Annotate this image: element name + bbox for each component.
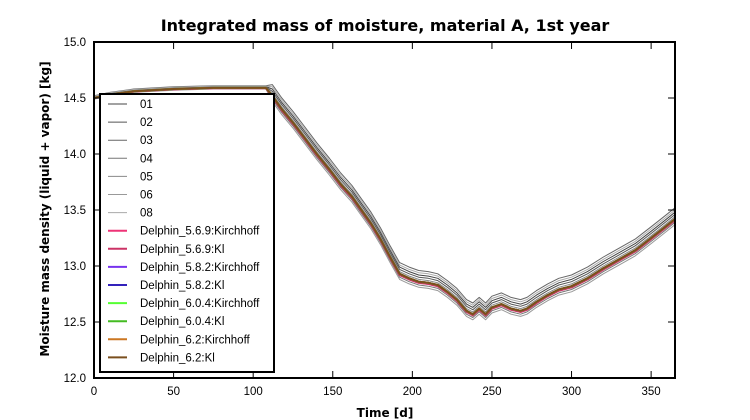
y-axis-label: Moisture mass density (liquid + vapor) […: [38, 61, 52, 356]
series-line-06: [94, 88, 675, 321]
legend-label: Delphin_5.6.9:Kl: [140, 244, 224, 256]
legend-label: 02: [140, 117, 153, 129]
legend-label: Delphin_6.0.4:Kl: [140, 316, 224, 328]
y-tick-label: 14.5: [64, 93, 86, 105]
y-tick-label: 14.0: [64, 149, 86, 161]
legend-label: 06: [140, 190, 153, 202]
series-line-04: [94, 88, 675, 318]
x-tick-label: 250: [482, 386, 501, 398]
legend-item: 04: [108, 153, 153, 165]
series-line-02: [94, 86, 675, 311]
legend-label: 04: [140, 153, 153, 165]
legend-item: Delphin_6.2:Kirchhoff: [108, 334, 251, 346]
series-line-03: [94, 84, 675, 304]
legend-item: 03: [108, 135, 153, 147]
y-tick-label: 13.5: [64, 205, 86, 217]
legend-item: 08: [108, 208, 153, 220]
y-tick-label: 15.0: [64, 37, 86, 49]
series-line-delphin-6-2-kl: [94, 86, 675, 316]
legend-label: 05: [140, 171, 153, 183]
series-line-01: [94, 86, 675, 308]
legend-label: Delphin_6.2:Kl: [140, 352, 215, 364]
legend-item: 05: [108, 171, 153, 183]
x-tick-label: 300: [562, 386, 581, 398]
ticks-layer: 0 50 100 150 200 250 300 35012.012.513.013.514.…: [64, 37, 675, 398]
legend-item: Delphin_5.6.9:Kirchhoff: [108, 226, 260, 238]
legend-item: Delphin_6.0.4:Kl: [108, 316, 224, 328]
legend-box: [99, 93, 275, 373]
legend-label: Delphin_5.6.9:Kirchhoff: [140, 226, 260, 238]
x-tick-label: 350: [642, 386, 661, 398]
legend-label: Delphin_6.2:Kirchhoff: [140, 334, 251, 346]
legend: 01 02 03 04 05 06 08 Delphin_5.6.9:Kirchhoff Del…: [99, 93, 275, 373]
legend-item: Delphin_6.0.4:Kirchhoff: [108, 298, 260, 310]
legend-item: 06: [108, 190, 153, 202]
x-tick-label: 50: [167, 386, 180, 398]
y-tick-label: 12.0: [64, 373, 86, 385]
x-tick-label: 150: [323, 386, 342, 398]
legend-label: 01: [140, 99, 153, 111]
legend-label: 08: [140, 208, 153, 220]
series-line-08: [94, 85, 675, 306]
chart-title: Integrated mass of moisture, material A,…: [161, 16, 610, 35]
legend-item: 01: [108, 99, 153, 111]
legend-label: Delphin_6.0.4:Kirchhoff: [140, 298, 260, 310]
legend-item: Delphin_5.6.9:Kl: [108, 244, 224, 256]
legend-label: 03: [140, 135, 153, 147]
y-tick-label: 12.5: [64, 317, 86, 329]
plot-frame: [93, 41, 676, 379]
legend-item: 02: [108, 117, 153, 129]
legend-item: Delphin_6.2:Kl: [108, 352, 215, 364]
legend-label: Delphin_5.8.2:Kirchhoff: [140, 262, 260, 274]
x-tick-label: 0: [91, 386, 97, 398]
legend-item: Delphin_5.8.2:Kl: [108, 280, 224, 292]
x-tick-label: 100: [244, 386, 263, 398]
y-tick-label: 13.0: [64, 261, 86, 273]
legend-item: Delphin_5.8.2:Kirchhoff: [108, 262, 260, 274]
series-layer: [94, 84, 675, 321]
legend-label: Delphin_5.8.2:Kl: [140, 280, 224, 292]
series-line-05: [94, 87, 675, 313]
x-axis-label: Time [d]: [357, 406, 414, 420]
x-tick-label: 200: [403, 386, 422, 398]
